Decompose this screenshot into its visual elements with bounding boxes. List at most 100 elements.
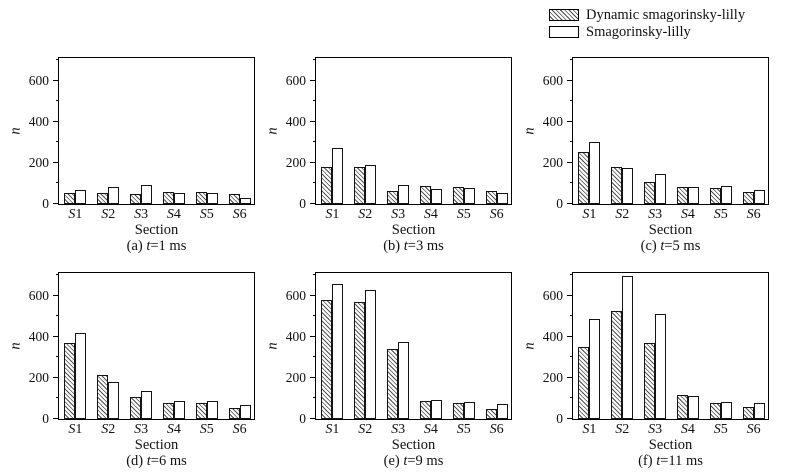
bar-smagorinsky-s3 — [655, 314, 667, 419]
x-tick-label-s1: S1 — [68, 422, 83, 437]
y-minor-tick-100 — [312, 182, 316, 184]
bar-smagorinsky-s5 — [720, 186, 732, 204]
x-tick-label-s3: S3 — [134, 207, 149, 222]
bar-smagorinsky-s4 — [173, 192, 185, 204]
bar-smagorinsky-s1 — [332, 147, 344, 204]
bar-smagorinsky-s2 — [365, 165, 377, 204]
x-tick-label-s5: S5 — [713, 422, 728, 437]
y-tick-600 — [53, 294, 59, 296]
bar-dynamic-s3 — [644, 343, 656, 419]
y-tick-0 — [310, 203, 316, 204]
x-tick-label-s3: S3 — [648, 207, 663, 222]
y-tick-label-0: 0 — [556, 196, 563, 211]
y-minor-tick-500 — [312, 315, 316, 317]
bar-dynamic-s2 — [97, 375, 109, 419]
y-tick-400 — [310, 120, 316, 122]
bar-smagorinsky-s1 — [332, 284, 344, 419]
bar-dynamic-s1 — [64, 192, 76, 204]
y-minor-tick-500 — [569, 100, 573, 102]
bar-dynamic-s6 — [485, 191, 497, 204]
bar-smagorinsky-s4 — [687, 396, 699, 419]
bar-smagorinsky-s2 — [108, 381, 120, 419]
y-tick-label-200: 200 — [285, 154, 306, 170]
bar-smagorinsky-s3 — [141, 185, 153, 204]
x-axis-label: Section — [134, 437, 179, 453]
bar-dynamic-s6 — [228, 193, 240, 204]
y-minor-tick-300 — [55, 141, 59, 143]
bar-dynamic-s1 — [578, 151, 590, 204]
bar-dynamic-s4 — [676, 186, 688, 204]
y-minor-tick-100 — [312, 397, 316, 399]
y-minor-tick-500 — [569, 315, 573, 317]
x-tick-label-s5: S5 — [456, 422, 471, 437]
x-tick-label-s6: S6 — [489, 207, 504, 222]
y-minor-tick-100 — [55, 182, 59, 184]
bar-smagorinsky-s5 — [206, 192, 218, 204]
x-tick-label-s1: S1 — [68, 207, 83, 222]
subplot-caption: (a) t=1 ms — [126, 238, 187, 254]
y-tick-600 — [310, 294, 316, 296]
white-swatch-icon — [549, 26, 579, 38]
y-minor-tick-100 — [569, 182, 573, 184]
x-axis-label: Section — [391, 437, 436, 453]
bar-smagorinsky-s2 — [622, 276, 634, 419]
x-tick-label-s2: S2 — [101, 422, 116, 437]
x-tick-label-s4: S4 — [680, 207, 695, 222]
bar-dynamic-s2 — [611, 167, 623, 204]
y-minor-tick-500 — [312, 100, 316, 102]
y-tick-200 — [53, 161, 59, 163]
y-axis-label: n — [521, 342, 538, 350]
x-tick-label-s4: S4 — [423, 207, 438, 222]
y-tick-200 — [310, 161, 316, 163]
y-minor-tick-100 — [569, 397, 573, 399]
y-tick-200 — [310, 376, 316, 378]
bar-dynamic-s3 — [130, 194, 142, 204]
y-tick-label-0: 0 — [299, 411, 306, 426]
y-minor-tick-300 — [312, 356, 316, 358]
plot-frame: 0 200 400 600 S1 S2 S3 S4 S5 S6 — [286, 57, 512, 222]
bar-smagorinsky-s1 — [75, 333, 87, 419]
x-tick-label-s1: S1 — [582, 207, 597, 222]
bar-smagorinsky-s1 — [75, 189, 87, 204]
bar-smagorinsky-s1 — [589, 142, 601, 204]
y-tick-400 — [567, 120, 573, 122]
subplot-c: 0 200 400 600 S1 S2 S3 S4 S5 S6 n Section (c) t=5 ms — [522, 57, 769, 254]
legend-label: Dynamic smagorinsky-lilly — [586, 7, 746, 23]
bar-dynamic-s4 — [676, 395, 688, 419]
y-tick-600 — [310, 79, 316, 81]
subplot-b: 0 200 400 600 S1 S2 S3 S4 S5 S6 n Section (b) t=3 ms — [265, 57, 512, 254]
y-minor-tick-700 — [312, 274, 316, 276]
bar-dynamic-s4 — [162, 191, 174, 204]
bar-dynamic-s4 — [162, 402, 174, 419]
x-tick-label-s1: S1 — [325, 207, 340, 222]
x-tick-label-s4: S4 — [423, 422, 438, 437]
legend-entry-smagorinsky: Smagorinsky-lilly — [549, 24, 745, 40]
x-tick-label-s5: S5 — [456, 207, 471, 222]
x-axis-label: Section — [134, 222, 179, 238]
y-tick-label-200: 200 — [28, 369, 49, 385]
x-tick-label-s4: S4 — [680, 422, 695, 437]
y-tick-label-200: 200 — [285, 369, 306, 385]
y-tick-label-0: 0 — [556, 411, 563, 426]
plot-frame: 0 200 400 600 S1 S2 S3 S4 S5 S6 — [29, 272, 255, 437]
y-tick-200 — [567, 376, 573, 378]
bar-dynamic-s3 — [387, 349, 399, 419]
x-axis-label: Section — [648, 222, 693, 238]
y-tick-400 — [567, 335, 573, 337]
hatched-swatch-icon — [549, 9, 579, 21]
x-tick-label-s6: S6 — [489, 422, 504, 437]
legend-entry-dynamic: Dynamic smagorinsky-lilly — [549, 7, 745, 23]
subplot-caption: (e) t=9 ms — [383, 453, 444, 469]
x-tick-label-s6: S6 — [232, 207, 247, 222]
x-tick-label-s4: S4 — [166, 422, 181, 437]
bar-smagorinsky-s6 — [496, 192, 508, 204]
bar-dynamic-s1 — [64, 342, 76, 419]
y-minor-tick-300 — [312, 141, 316, 143]
x-tick-label-s2: S2 — [615, 422, 630, 437]
y-axis-label: n — [521, 127, 538, 135]
bar-smagorinsky-s2 — [108, 186, 120, 204]
x-tick-label-s1: S1 — [582, 422, 597, 437]
x-tick-label-s3: S3 — [391, 207, 406, 222]
y-minor-tick-700 — [55, 274, 59, 276]
x-tick-label-s6: S6 — [746, 422, 761, 437]
